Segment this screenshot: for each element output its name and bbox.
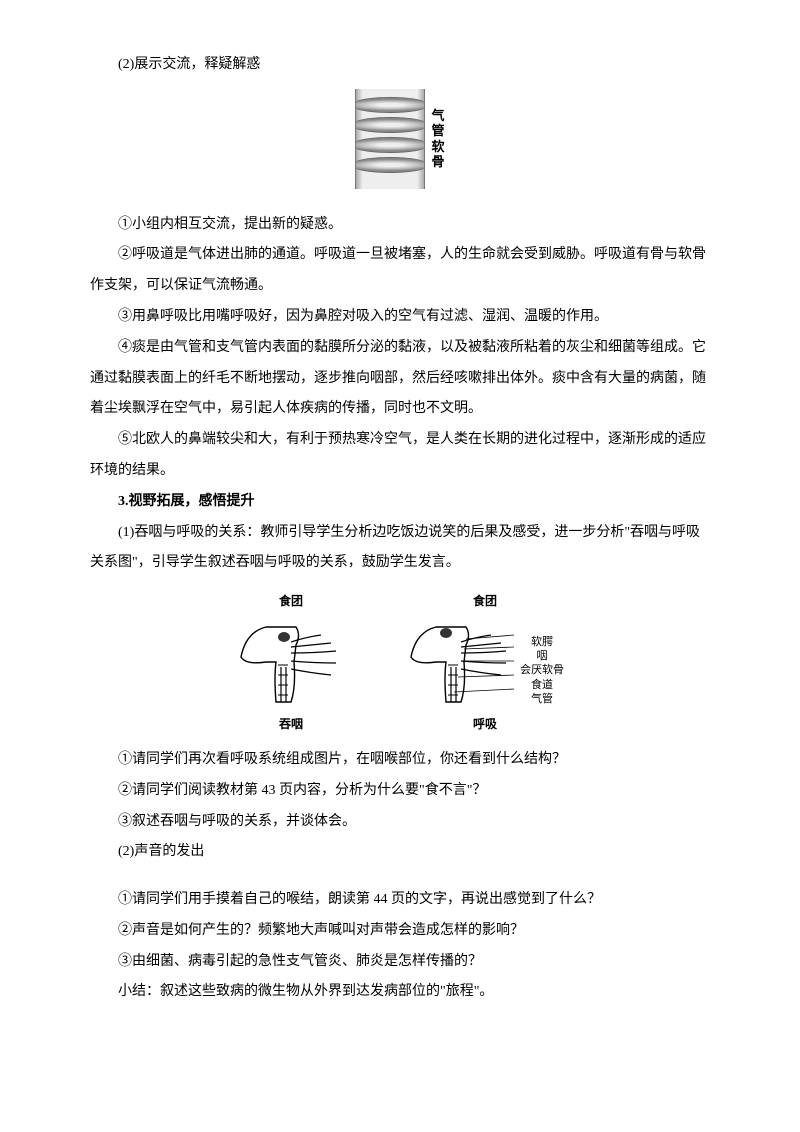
food-bolus-icon [278,632,290,642]
para-6: (1)吞咽与呼吸的关系：教师引导学生分析边吃饭边说笑的后果及感受，进一步分析"吞… [90,518,710,580]
heading-2-2: (2)展示交流，释疑解惑 [90,50,710,81]
annotation-qiguan: 气管 [520,692,564,706]
breath-bottom-label: 呼吸 [473,711,497,737]
para-10: (2)声音的发出 [90,837,710,868]
para-8: ②请同学们阅读教材第 43 页内容，分析为什么要"食不言"？ [90,776,710,807]
annotation-labels: 软腭 咽 会厌软骨 食道 气管 [520,617,564,706]
section-3-title: 3.视野拓展，感悟提升 [90,487,710,518]
swallow-bottom-label: 吞咽 [279,711,303,737]
para-11: ①请同学们用手摸着自己的喉结，朗读第 44 页的文字，再说出感觉到了什么？ [90,885,710,916]
annotation-yan: 咽 [520,649,564,663]
para-1: ①小组内相互交流，提出新的疑惑。 [90,210,710,241]
food-bolus-icon-2 [440,628,452,638]
annotation-huiyan: 会厌软骨 [520,663,564,677]
para-3: ③用鼻呼吸比用嘴呼吸好，因为鼻腔对吸入的空气有过滤、湿润、温暖的作用。 [90,302,710,333]
para-14: 小结：叙述这些致病的微生物从外界到达发病部位的"旅程"。 [90,977,710,1008]
annotation-ruan-e: 软腭 [520,635,564,649]
trachea-label: 气管软骨 [431,108,444,170]
para-9: ③叙述吞咽与呼吸的关系，并谈体会。 [90,807,710,838]
swallow-panel: 食团 吞咽 [236,588,346,737]
breath-top-label: 食团 [473,588,497,614]
para-2: ②呼吸道是气体进出肺的通道。呼吸道一旦被堵塞，人的生命就会受到威胁。呼吸道有骨与… [90,240,710,302]
breath-panel: 食团 软腭 咽 会厌软骨 食道 [406,588,564,737]
annotation-shidao: 食道 [520,678,564,692]
para-7: ①请同学们再次看呼吸系统组成图片，在咽喉部位，你还看到什么结构？ [90,745,710,776]
throat-figure: 食团 吞咽 食团 [90,587,710,737]
swallow-svg [236,617,346,707]
para-4: ④痰是由气管和支气管内表面的黏膜所分泌的黏液，以及被黏液所粘着的灰尘和细菌等组成… [90,333,710,425]
para-13: ③由细菌、病毒引起的急性支气管炎、肺炎是怎样传播的？ [90,947,710,978]
swallow-top-label: 食团 [279,588,303,614]
trachea-body [355,89,425,189]
trachea-figure: 气管软骨 [90,89,710,202]
para-12: ②声音是如何产生的？频繁地大声喊叫对声带会造成怎样的影响？ [90,916,710,947]
breath-svg [406,617,516,707]
blank-line [90,868,710,885]
para-5: ⑤北欧人的鼻端较尖和大，有利于预热寒冷空气，是人类在长期的进化过程中，逐渐形成的… [90,425,710,487]
